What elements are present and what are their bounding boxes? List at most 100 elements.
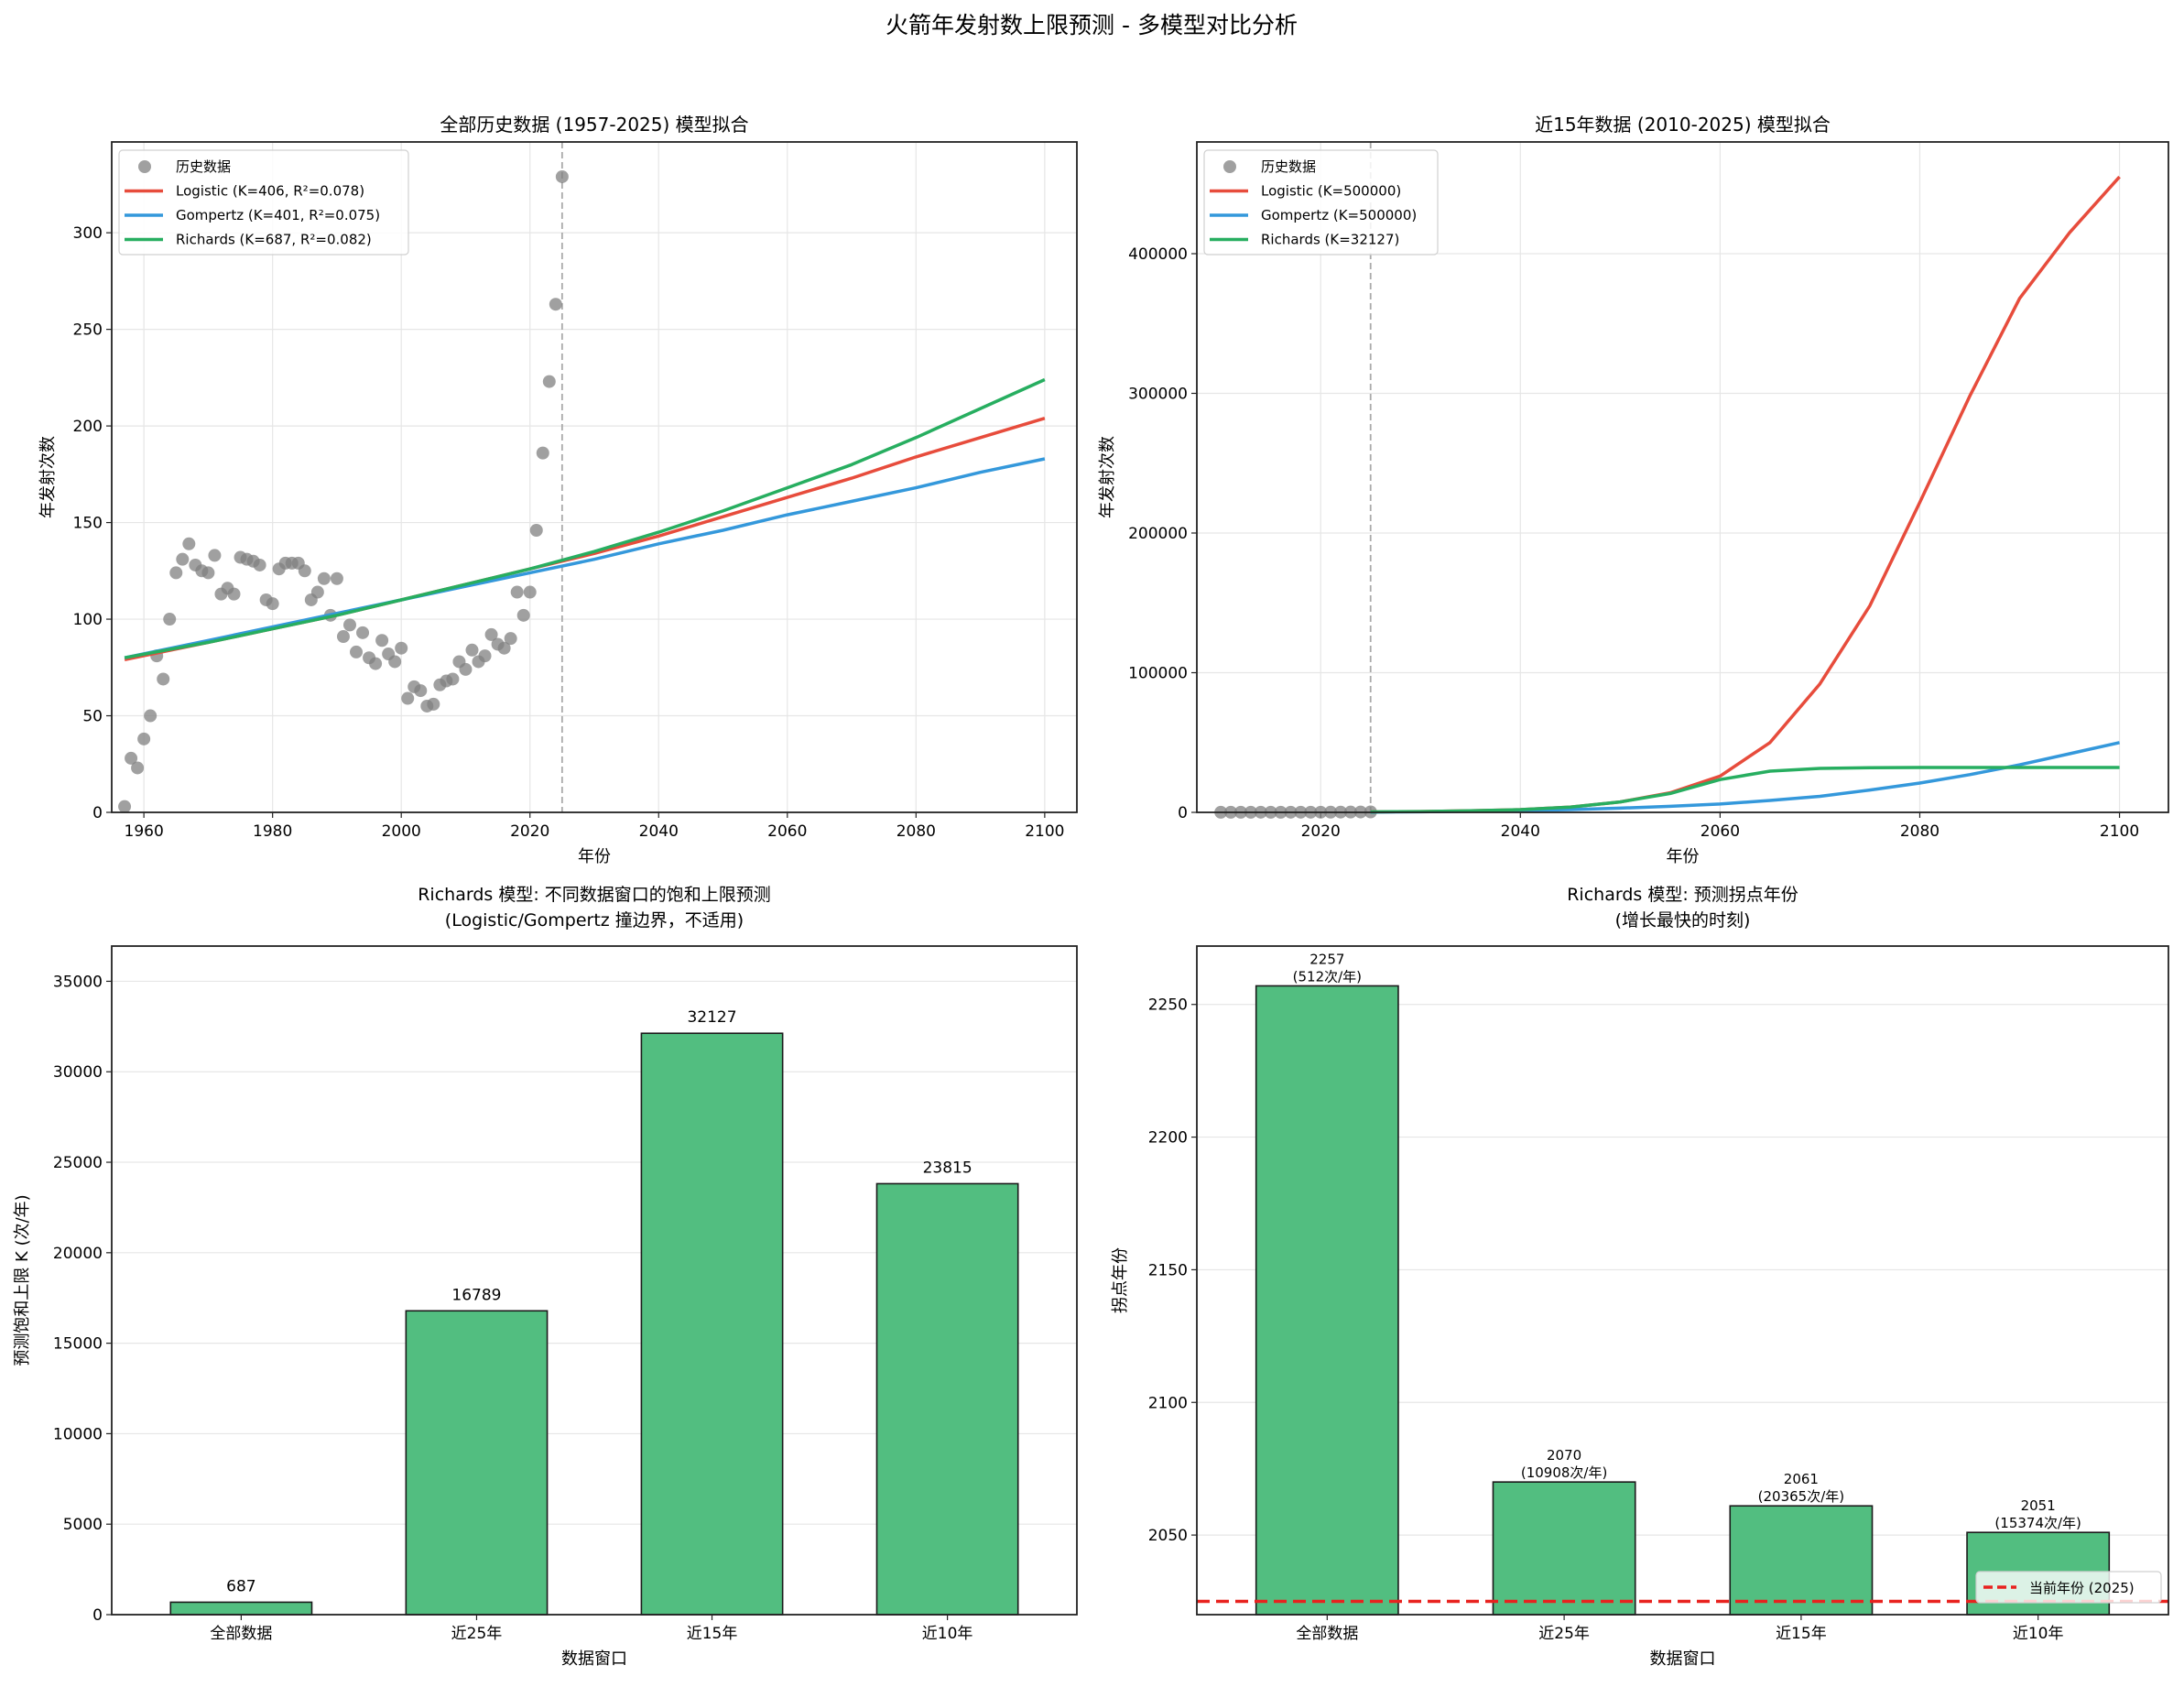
bar-value-label: 2257 bbox=[1309, 951, 1344, 967]
x-axis-label: 年份 bbox=[578, 847, 611, 866]
x-tick-label: 2040 bbox=[639, 822, 679, 841]
y-tick-label: 10000 bbox=[53, 1425, 103, 1443]
scatter-point-1999 bbox=[388, 655, 402, 669]
bar-2 bbox=[405, 1310, 549, 1616]
bar-2 bbox=[1492, 1481, 1636, 1616]
scatter-point-1988 bbox=[317, 571, 331, 585]
legend-marker-scatter bbox=[138, 160, 151, 173]
legend-label: 历史数据 bbox=[176, 158, 231, 175]
scatter-point-1963 bbox=[157, 672, 170, 686]
y-tick-label: 100 bbox=[73, 611, 103, 629]
y-tick-label: 50 bbox=[82, 708, 103, 726]
y-tick-label: 2100 bbox=[1148, 1394, 1188, 1412]
legend-label: 当前年份 (2025) bbox=[2029, 1580, 2135, 1596]
x-tick-label: 2060 bbox=[767, 822, 807, 841]
chart-panel-3: 0 5000 10000 15000 20000 25000 30000 35000 全部数据 6… bbox=[13, 885, 1078, 1669]
x-tick-label: 近10年 bbox=[922, 1625, 973, 1643]
scatter-point-2016 bbox=[497, 641, 511, 655]
chart-panel-1: 1960 1980 2000 2020 2040 2060 2080 2100 0 50 100 15… bbox=[38, 114, 1078, 866]
scatter-point-2025 bbox=[555, 169, 569, 183]
scatter-point-2011 bbox=[465, 643, 479, 657]
x-tick-label: 2000 bbox=[382, 822, 421, 841]
x-tick-label: 近25年 bbox=[1538, 1625, 1590, 1643]
chart-title: 近15年数据 (2010-2025) 模型拟合 bbox=[1535, 114, 1831, 136]
scatter-point-1994 bbox=[356, 626, 370, 639]
x-tick-label: 2100 bbox=[2100, 822, 2139, 841]
legend-label: Gompertz (K=500000) bbox=[1261, 207, 1417, 223]
chart-title: 全部历史数据 (1957-2025) 模型拟合 bbox=[440, 114, 748, 136]
x-tick-label: 2020 bbox=[510, 822, 549, 841]
x-tick-label: 近25年 bbox=[451, 1625, 503, 1643]
x-tick-label: 2080 bbox=[1900, 822, 1940, 841]
y-tick-label: 150 bbox=[73, 515, 103, 533]
bar-value-label: 2070 bbox=[1547, 1447, 1581, 1464]
bar-1 bbox=[1255, 985, 1399, 1616]
legend: 当前年份 (2025) bbox=[1975, 1571, 2162, 1604]
bar-value-label: 16789 bbox=[451, 1286, 501, 1304]
x-axis-label: 数据窗口 bbox=[1650, 1649, 1716, 1669]
scatter-point-2023 bbox=[542, 375, 556, 388]
chart-subtitle: (Logistic/Gompertz 撞边界，不适用) bbox=[445, 910, 744, 931]
y-tick-label: 300000 bbox=[1128, 386, 1188, 404]
x-tick-label: 1980 bbox=[253, 822, 292, 841]
bar-value-label: 687 bbox=[226, 1577, 255, 1595]
series-line-richards bbox=[124, 377, 1046, 659]
x-tick-label: 1960 bbox=[125, 822, 164, 841]
scatter-point-2010 bbox=[459, 662, 473, 676]
y-tick-label: 400000 bbox=[1128, 245, 1188, 264]
x-tick-label: 全部数据 bbox=[210, 1625, 272, 1643]
legend-label: 历史数据 bbox=[1261, 158, 1316, 175]
figure-title: 火箭年发射数上限预测 - 多模型对比分析 bbox=[886, 12, 1298, 38]
y-tick-label: 0 bbox=[92, 804, 103, 822]
legend-box bbox=[118, 149, 409, 256]
scatter-point-1967 bbox=[182, 537, 196, 550]
series-line-gompertz bbox=[124, 457, 1046, 659]
scatter-point-2005 bbox=[427, 697, 440, 711]
x-tick-label: 2040 bbox=[1501, 822, 1540, 841]
plot-area-frame bbox=[1196, 141, 2169, 813]
y-tick-label: 2150 bbox=[1148, 1261, 1188, 1279]
x-axis-label: 数据窗口 bbox=[561, 1649, 627, 1669]
y-tick-label: 0 bbox=[1178, 804, 1188, 822]
scatter-point-1974 bbox=[227, 587, 241, 601]
scatter-point-1958 bbox=[125, 751, 138, 765]
scatter-point-2019 bbox=[516, 608, 530, 622]
legend-label: Gompertz (K=401, R²=0.075) bbox=[176, 207, 380, 223]
scatter-point-2024 bbox=[549, 298, 562, 311]
scatter-point-2018 bbox=[510, 585, 524, 599]
legend-label: Logistic (K=406, R²=0.078) bbox=[176, 183, 364, 200]
y-axis-label: 年发射次数 bbox=[38, 436, 58, 518]
y-tick-label: 2250 bbox=[1148, 996, 1188, 1015]
scatter-point-2017 bbox=[504, 632, 517, 646]
y-tick-label: 2200 bbox=[1148, 1129, 1188, 1148]
bar-value-label: 23815 bbox=[923, 1159, 972, 1177]
bar-3 bbox=[640, 1032, 784, 1616]
scatter-point-1960 bbox=[137, 732, 151, 746]
scatter-point-2013 bbox=[478, 649, 492, 663]
y-tick-label: 30000 bbox=[53, 1063, 103, 1082]
series-line-logistic bbox=[124, 417, 1046, 662]
legend-label: Richards (K=687, R²=0.082) bbox=[176, 232, 372, 248]
bar-rate-label: (20365次/年) bbox=[1758, 1488, 1844, 1505]
scatter-point-1993 bbox=[350, 645, 364, 658]
scatter-point-1987 bbox=[310, 585, 324, 599]
scatter-point-2003 bbox=[414, 684, 428, 698]
legend: 历史数据 Logistic (K=500000) Gompertz (K=50000… bbox=[1203, 149, 1439, 256]
plot-area-frame bbox=[111, 945, 1078, 1616]
scatter-point-1997 bbox=[375, 634, 389, 648]
bar-4 bbox=[875, 1182, 1019, 1616]
y-tick-label: 15000 bbox=[53, 1335, 103, 1354]
scatter-point-2020 bbox=[523, 585, 537, 599]
scatter-point-1959 bbox=[131, 761, 145, 775]
legend-marker-scatter bbox=[1223, 160, 1236, 173]
chart-title: Richards 模型: 不同数据窗口的饱和上限预测 bbox=[418, 885, 771, 905]
bar-rate-label: (15374次/年) bbox=[1994, 1515, 2081, 1531]
x-tick-label: 2080 bbox=[896, 822, 936, 841]
y-axis-label: 预测饱和上限 K (次/年) bbox=[13, 1194, 32, 1366]
y-tick-label: 2050 bbox=[1148, 1527, 1188, 1545]
scatter-point-1966 bbox=[176, 552, 190, 566]
y-tick-label: 300 bbox=[73, 224, 103, 243]
x-tick-label: 2060 bbox=[1700, 822, 1740, 841]
scatter-point-1964 bbox=[163, 613, 177, 626]
